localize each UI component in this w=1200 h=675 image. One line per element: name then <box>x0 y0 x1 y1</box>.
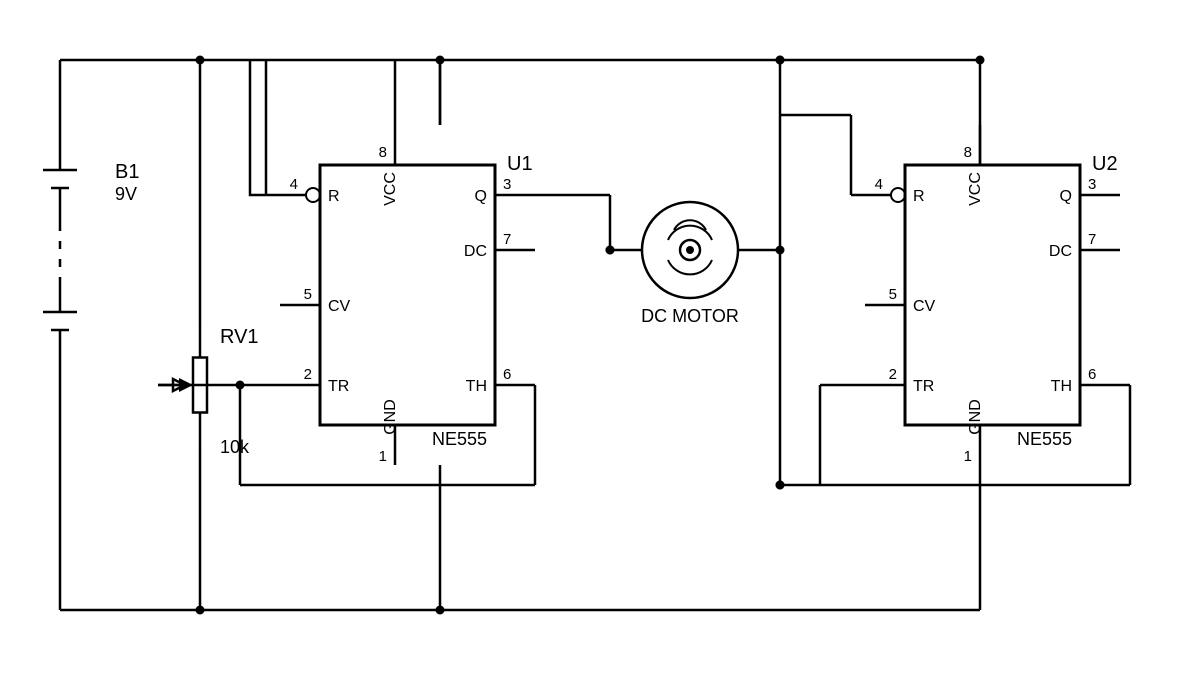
svg-text:GND: GND <box>382 399 399 435</box>
svg-text:DC: DC <box>464 243 487 260</box>
svg-text:RV1: RV1 <box>220 326 259 348</box>
svg-text:TH: TH <box>466 378 487 395</box>
svg-text:7: 7 <box>503 231 511 248</box>
svg-text:DC: DC <box>1049 243 1072 260</box>
svg-text:6: 6 <box>503 366 511 383</box>
svg-text:Q: Q <box>1060 188 1072 205</box>
svg-text:R: R <box>913 188 925 205</box>
svg-text:3: 3 <box>1088 176 1096 193</box>
svg-text:4: 4 <box>290 176 298 193</box>
svg-text:B1: B1 <box>115 161 139 183</box>
svg-text:TR: TR <box>913 378 934 395</box>
svg-text:NE555: NE555 <box>1017 429 1072 449</box>
svg-text:5: 5 <box>889 286 897 303</box>
svg-text:CV: CV <box>328 298 351 315</box>
svg-text:7: 7 <box>1088 231 1096 248</box>
svg-text:2: 2 <box>304 366 312 383</box>
svg-text:3: 3 <box>503 176 511 193</box>
svg-text:2: 2 <box>889 366 897 383</box>
svg-text:GND: GND <box>967 399 984 435</box>
svg-text:8: 8 <box>964 144 972 161</box>
svg-text:TH: TH <box>1051 378 1072 395</box>
svg-text:1: 1 <box>379 448 387 465</box>
svg-text:U2: U2 <box>1092 153 1118 175</box>
svg-text:8: 8 <box>379 144 387 161</box>
svg-text:Q: Q <box>475 188 487 205</box>
svg-text:U1: U1 <box>507 153 533 175</box>
svg-text:CV: CV <box>913 298 936 315</box>
svg-text:5: 5 <box>304 286 312 303</box>
svg-text:9V: 9V <box>115 184 137 204</box>
svg-text:VCC: VCC <box>967 172 984 206</box>
svg-text:1: 1 <box>964 448 972 465</box>
svg-text:4: 4 <box>875 176 883 193</box>
svg-text:R: R <box>328 188 340 205</box>
svg-text:DC MOTOR: DC MOTOR <box>641 306 739 326</box>
svg-text:NE555: NE555 <box>432 429 487 449</box>
svg-text:6: 6 <box>1088 366 1096 383</box>
svg-text:VCC: VCC <box>382 172 399 206</box>
svg-text:TR: TR <box>328 378 349 395</box>
svg-text:10k: 10k <box>220 437 250 457</box>
